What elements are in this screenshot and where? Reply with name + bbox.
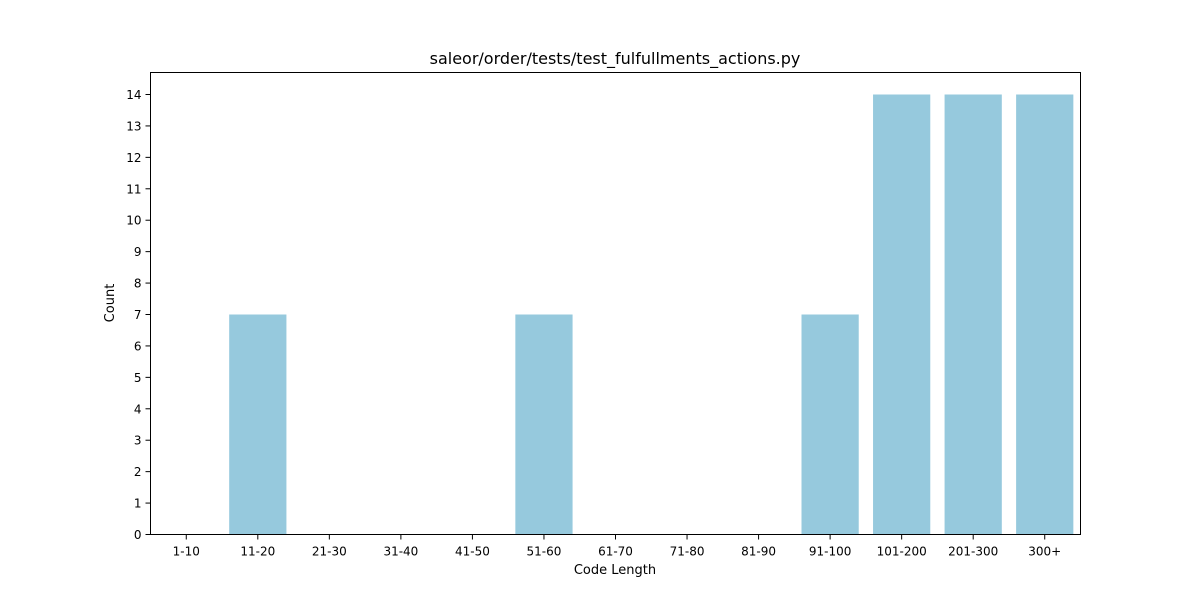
y-tick-label: 9 (134, 245, 142, 259)
x-tick-label: 81-90 (741, 545, 776, 559)
x-tick-label: 51-60 (527, 545, 562, 559)
y-tick-label: 11 (126, 182, 141, 196)
y-tick-label: 8 (134, 277, 142, 291)
y-tick-label: 7 (134, 308, 142, 322)
x-tick-label: 201-300 (948, 545, 998, 559)
y-tick-label: 14 (126, 88, 141, 102)
y-tick-label: 3 (134, 434, 142, 448)
x-tick-label: 71-80 (670, 545, 705, 559)
bar-201-300 (944, 94, 1002, 535)
x-tick-label: 300+ (1028, 545, 1061, 559)
x-tick-label: 41-50 (455, 545, 490, 559)
y-tick-label: 1 (134, 497, 142, 511)
y-tick-label: 13 (126, 119, 141, 133)
x-axis-ticks: 1-10 11-20 21-30 31-40 41-50 51-60 61-70 71-80 8… (173, 534, 1061, 559)
plot-frame (150, 72, 1081, 535)
bar-91-100 (801, 314, 859, 535)
y-tick-label: 5 (134, 371, 142, 385)
y-axis-label: Count (103, 284, 118, 323)
bar-11-20 (229, 314, 287, 535)
bar-300+ (1016, 94, 1074, 535)
y-tick-label: 10 (126, 214, 141, 228)
x-tick-label: 21-30 (312, 545, 347, 559)
y-tick-label: 6 (134, 339, 142, 353)
x-tick-label: 31-40 (383, 545, 418, 559)
x-tick-label: 91-100 (809, 545, 852, 559)
y-tick-label: 2 (134, 465, 142, 479)
chart-title: saleor/order/tests/test_fulfullments_act… (430, 49, 801, 69)
x-tick-label: 101-200 (877, 545, 927, 559)
bars-group (229, 94, 1074, 535)
bar-51-60 (515, 314, 573, 535)
y-tick-label: 12 (126, 151, 141, 165)
x-axis-label: Code Length (574, 563, 656, 578)
y-tick-label: 4 (134, 402, 142, 416)
bar-101-200 (873, 94, 931, 535)
x-tick-label: 11-20 (240, 545, 275, 559)
x-tick-label: 61-70 (598, 545, 633, 559)
x-tick-label: 1-10 (173, 545, 200, 559)
y-tick-label: 0 (134, 528, 142, 542)
